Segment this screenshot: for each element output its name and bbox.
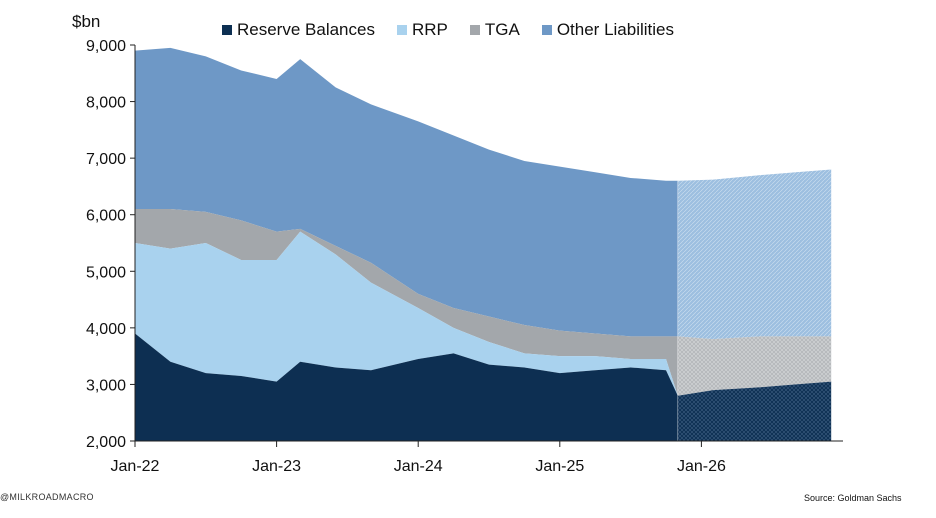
area-reserve-balances xyxy=(135,333,678,441)
source-note: Source: Goldman Sachs xyxy=(804,493,902,503)
area-other-liabilities xyxy=(135,47,678,337)
area-tga xyxy=(135,209,678,396)
x-tick-label: Jan-22 xyxy=(111,458,160,475)
y-tick-label: 3,000 xyxy=(86,377,126,394)
x-tick-label: Jan-24 xyxy=(394,458,443,475)
forecast-area-other-liabilities xyxy=(677,169,832,340)
watermark-text: @MILKROADMACRO xyxy=(0,492,94,502)
legend-item-rrp: RRP xyxy=(396,20,448,40)
legend-swatch-reserve-balances xyxy=(222,25,232,35)
legend-swatch-other-liabilities xyxy=(541,25,552,35)
y-tick-label: 7,000 xyxy=(86,151,126,168)
legend-item-tga: TGA xyxy=(469,20,520,40)
legend-label-other-liabilities: Other Liabilities xyxy=(556,20,674,39)
area-rrp xyxy=(135,231,678,396)
legend-label-rrp: RRP xyxy=(411,20,448,39)
forecast-area-tga xyxy=(677,336,832,396)
legend-label-reserve-balances: Reserve Balances xyxy=(237,20,375,39)
y-tick-label: 6,000 xyxy=(86,208,126,225)
x-tick-label: Jan-26 xyxy=(677,458,726,475)
y-tick-label: 8,000 xyxy=(86,95,126,112)
forecast-area-reserve-balances xyxy=(677,381,832,441)
y-tick-label: 4,000 xyxy=(86,321,126,338)
legend-item-reserve-balances: Reserve Balances xyxy=(222,20,375,40)
y-tick-label: 5,000 xyxy=(86,264,126,281)
y-axis-unit-label: $bn xyxy=(72,12,101,31)
y-tick-label: 2,000 xyxy=(86,434,126,451)
legend-swatch-tga xyxy=(469,25,480,35)
x-tick-label: Jan-25 xyxy=(535,458,584,475)
legend-item-other-liabilities: Other Liabilities xyxy=(541,20,674,40)
x-tick-label: Jan-23 xyxy=(252,458,301,475)
legend-swatch-rrp xyxy=(396,25,407,35)
y-tick-label: 9,000 xyxy=(86,38,126,55)
legend-label-tga: TGA xyxy=(484,20,520,39)
chart-legend: Reserve Balances RRP TGA Other Liabiliti… xyxy=(222,20,696,40)
